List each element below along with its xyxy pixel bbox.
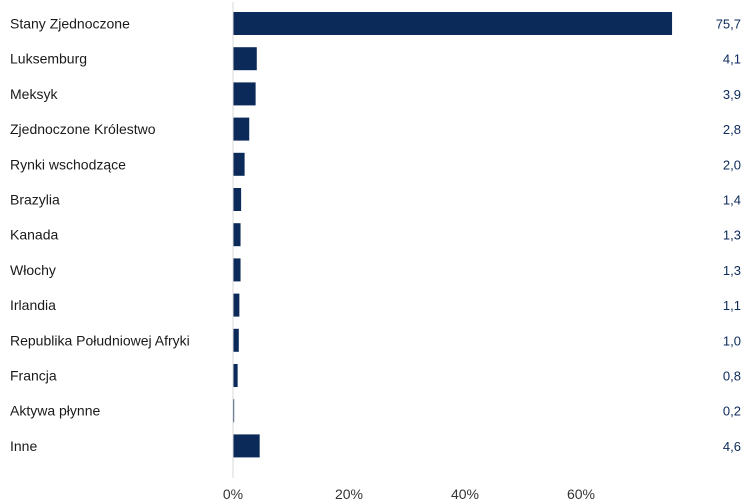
- category-label-kanada: Kanada: [10, 227, 58, 243]
- value-label-francja: 0,8: [723, 369, 741, 384]
- category-label-aktywa-plynne: Aktywa płynne: [10, 403, 100, 419]
- category-label-meksyk: Meksyk: [10, 86, 58, 102]
- bar-zjednoczone-krolestwo: [233, 117, 250, 141]
- bar-inne: [233, 434, 260, 458]
- value-label-meksyk: 3,9: [723, 87, 741, 102]
- value-label-aktywa-plynne: 0,2: [723, 404, 741, 419]
- category-label-luksemburg: Luksemburg: [10, 51, 87, 67]
- bar-kanada: [233, 223, 241, 247]
- category-label-republika-poludniowej-afryki: Republika Południowej Afryki: [10, 332, 190, 348]
- bar-stany-zjednoczone: [233, 12, 673, 35]
- bar-wlochy: [233, 258, 241, 282]
- bar-republika-poludniowej-afryki: [233, 328, 239, 352]
- bars: [233, 12, 673, 458]
- category-label-wlochy: Włochy: [10, 262, 56, 278]
- category-label-francja: Francja: [10, 368, 57, 384]
- bar-meksyk: [233, 82, 256, 106]
- category-label-irlandia: Irlandia: [10, 297, 56, 313]
- bar-francja: [233, 364, 238, 387]
- value-label-luksemburg: 4,1: [723, 52, 741, 67]
- bar-aktywa-plynne: [233, 399, 235, 423]
- value-label-republika-poludniowej-afryki: 1,0: [723, 333, 741, 348]
- value-label-stany-zjednoczone: 75,7: [716, 17, 741, 32]
- x-tick-label-0: 0%: [223, 486, 243, 502]
- bar-rynki-wschodzace: [233, 152, 245, 176]
- value-label-inne: 4,6: [723, 439, 741, 454]
- bar-brazylia: [233, 188, 242, 211]
- value-label-irlandia: 1,1: [723, 298, 741, 313]
- bar-luksemburg: [233, 47, 257, 71]
- x-tick-label-20: 20%: [335, 486, 363, 502]
- category-label-stany-zjednoczone: Stany Zjednoczone: [10, 16, 130, 32]
- value-label-zjednoczone-krolestwo: 2,8: [723, 122, 741, 137]
- category-labels: Stany Zjednoczone Luksemburg Meksyk Zjednoc…: [10, 16, 190, 454]
- value-label-kanada: 1,3: [723, 228, 741, 243]
- category-label-brazylia: Brazylia: [10, 192, 60, 208]
- value-label-rynki-wschodzace: 2,0: [723, 157, 741, 172]
- category-label-rynki-wschodzace: Rynki wschodzące: [10, 156, 126, 172]
- bar-irlandia: [233, 293, 240, 317]
- x-tick-label-60: 60%: [567, 486, 595, 502]
- category-label-zjednoczone-krolestwo: Zjednoczone Królestwo: [10, 121, 156, 137]
- value-label-wlochy: 1,3: [723, 263, 741, 278]
- value-label-brazylia: 1,4: [723, 193, 741, 208]
- tick-labels: 0% 20% 40% 60%: [223, 486, 595, 502]
- x-tick-label-40: 40%: [451, 486, 479, 502]
- value-labels: 75,7 4,1 3,9 2,8 2,0 1,4 1,3 1,3 1,1 1,0 0,8 0,2 4,6: [716, 17, 741, 454]
- category-label-inne: Inne: [10, 438, 37, 454]
